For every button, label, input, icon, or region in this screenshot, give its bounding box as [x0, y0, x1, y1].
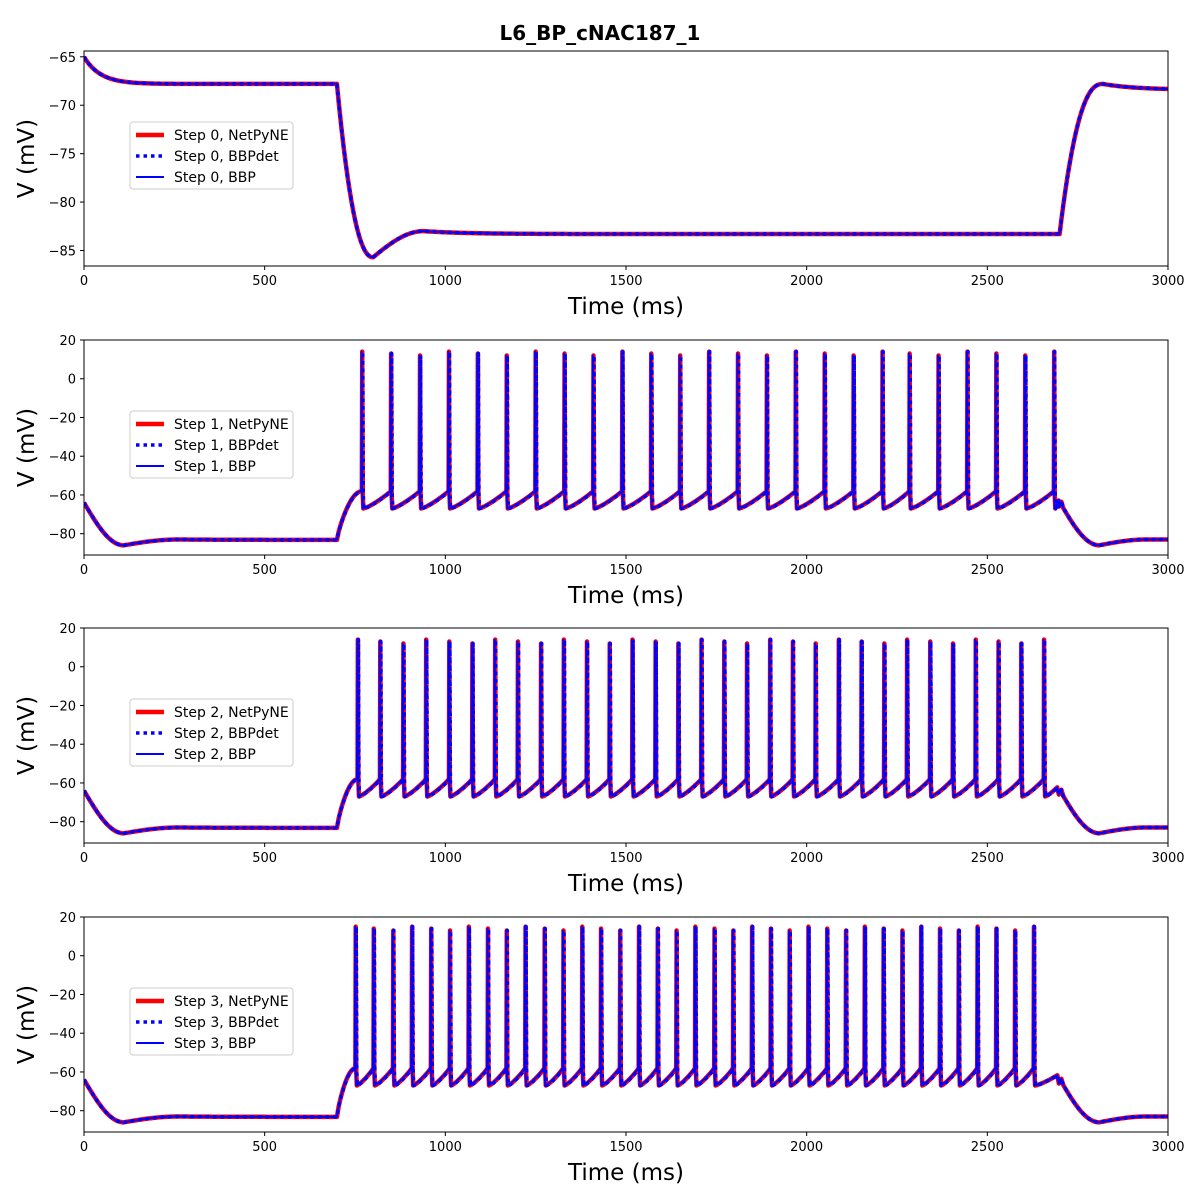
y-tick-label: −80 — [49, 1105, 76, 1120]
x-tick-label: 0 — [80, 1140, 88, 1155]
legend-label-bbp: Step 0, BBP — [174, 170, 256, 186]
traces — [84, 924, 1168, 1125]
panel-0: 0 500 1000 1500 2000 2500 3000 −85 −80 −75 −70 −65 T… — [14, 50, 1185, 320]
x-tick-label: 2500 — [971, 274, 1004, 289]
y-tick-label: −20 — [49, 699, 76, 714]
x-axis-label: Time (ms) — [567, 871, 684, 897]
x-tick-label: 0 — [80, 274, 88, 289]
panel-1: 0 500 1000 1500 2000 2500 3000 −80 −60 −40 −20 0 20 T… — [14, 334, 1185, 609]
y-tick-label: −80 — [49, 816, 76, 831]
y-tick-label: −60 — [49, 489, 76, 504]
x-tick-label: 3000 — [1151, 1140, 1184, 1155]
y-tick-label: −20 — [49, 988, 76, 1003]
legend-label-bbpdet: Step 2, BBPdet — [174, 726, 279, 742]
legend: Step 1, NetPyNE Step 1, BBPdet Step 1, BBP — [129, 410, 294, 479]
y-tick-label: −75 — [49, 148, 76, 163]
y-tick-label: −80 — [49, 528, 76, 543]
x-tick-label: 1000 — [429, 1140, 462, 1155]
x-tick-label: 1500 — [609, 851, 642, 866]
x-tick-label: 500 — [252, 274, 277, 289]
x-tick-label: 500 — [252, 851, 277, 866]
y-tick-label: −40 — [49, 738, 76, 753]
y-tick-label: 20 — [59, 334, 76, 349]
y-axis-label: V (mV) — [14, 696, 40, 775]
x-tick-label: 2000 — [790, 274, 823, 289]
series-line-bbpdet — [84, 55, 1168, 260]
y-tick-label: 0 — [68, 373, 76, 388]
x-tick-label: 2500 — [971, 563, 1004, 578]
y-tick-label: 0 — [68, 950, 76, 965]
legend-label-netpyne: Step 3, NetPyNE — [174, 994, 289, 1010]
x-tick-label: 1000 — [429, 563, 462, 578]
y-tick-label: 20 — [59, 911, 76, 926]
y-tick-label: 0 — [68, 661, 76, 676]
x-axis-label: Time (ms) — [567, 294, 684, 320]
legend-label-bbpdet: Step 0, BBPdet — [174, 149, 279, 165]
y-tick-label: −60 — [49, 1066, 76, 1081]
legend-box — [129, 698, 294, 767]
y-tick-label: −65 — [49, 51, 76, 66]
x-tick-label: 3000 — [1151, 851, 1184, 866]
x-tick-label: 1000 — [429, 274, 462, 289]
legend: Step 3, NetPyNE Step 3, BBPdet Step 3, BBP — [129, 987, 294, 1056]
x-tick-label: 2000 — [790, 1140, 823, 1155]
legend: Step 0, NetPyNE Step 0, BBPdet Step 0, BBP — [129, 121, 294, 190]
series-line-bbpdet — [84, 349, 1168, 548]
y-tick-label: −85 — [49, 245, 76, 260]
traces — [84, 55, 1168, 260]
legend-box — [129, 121, 294, 190]
legend-box — [129, 987, 294, 1056]
legend-label-bbp: Step 3, BBP — [174, 1036, 256, 1052]
legend-label-bbp: Step 2, BBP — [174, 747, 256, 763]
legend-label-netpyne: Step 2, NetPyNE — [174, 705, 289, 721]
x-tick-label: 0 — [80, 851, 88, 866]
x-tick-label: 2000 — [790, 563, 823, 578]
panel-2: 0 500 1000 1500 2000 2500 3000 −80 −60 −40 −20 0 20 T… — [14, 622, 1185, 897]
series-line-bbpdet — [84, 637, 1168, 836]
y-axis-label: V (mV) — [14, 119, 40, 198]
x-tick-label: 1500 — [609, 563, 642, 578]
legend-label-bbp: Step 1, BBP — [174, 459, 256, 475]
y-tick-label: −60 — [49, 777, 76, 792]
x-axis-label: Time (ms) — [567, 1160, 684, 1186]
traces — [84, 637, 1168, 836]
x-tick-label: 2000 — [790, 851, 823, 866]
y-tick-label: −70 — [49, 99, 76, 114]
figure-title: L6_BP_cNAC187_1 — [500, 21, 701, 45]
x-tick-label: 1500 — [609, 274, 642, 289]
y-tick-label: −40 — [49, 1027, 76, 1042]
x-tick-label: 0 — [80, 563, 88, 578]
legend-label-netpyne: Step 1, NetPyNE — [174, 417, 289, 433]
y-tick-label: −80 — [49, 196, 76, 211]
series-line-bbpdet — [84, 924, 1168, 1125]
x-axis-label: Time (ms) — [567, 583, 684, 609]
x-tick-label: 500 — [252, 563, 277, 578]
x-tick-label: 2500 — [971, 1140, 1004, 1155]
y-tick-label: −40 — [49, 450, 76, 465]
x-tick-label: 1500 — [609, 1140, 642, 1155]
legend: Step 2, NetPyNE Step 2, BBPdet Step 2, BBP — [129, 698, 294, 767]
x-tick-label: 3000 — [1151, 274, 1184, 289]
legend-label-bbpdet: Step 1, BBPdet — [174, 438, 279, 454]
x-tick-label: 3000 — [1151, 563, 1184, 578]
x-tick-label: 1000 — [429, 851, 462, 866]
panel-3: 0 500 1000 1500 2000 2500 3000 −80 −60 −40 −20 0 20 T… — [14, 911, 1185, 1186]
x-tick-label: 2500 — [971, 851, 1004, 866]
y-tick-label: 20 — [59, 622, 76, 637]
legend-label-netpyne: Step 0, NetPyNE — [174, 128, 289, 144]
y-axis-label: V (mV) — [14, 985, 40, 1064]
y-axis-label: V (mV) — [14, 408, 40, 487]
panels: 0 500 1000 1500 2000 2500 3000−85−80−75−70−65T… — [14, 50, 1185, 1186]
legend-label-bbpdet: Step 3, BBPdet — [174, 1015, 279, 1031]
traces — [84, 349, 1168, 548]
y-tick-label: −20 — [49, 411, 76, 426]
legend-box — [129, 410, 294, 479]
x-tick-label: 500 — [252, 1140, 277, 1155]
